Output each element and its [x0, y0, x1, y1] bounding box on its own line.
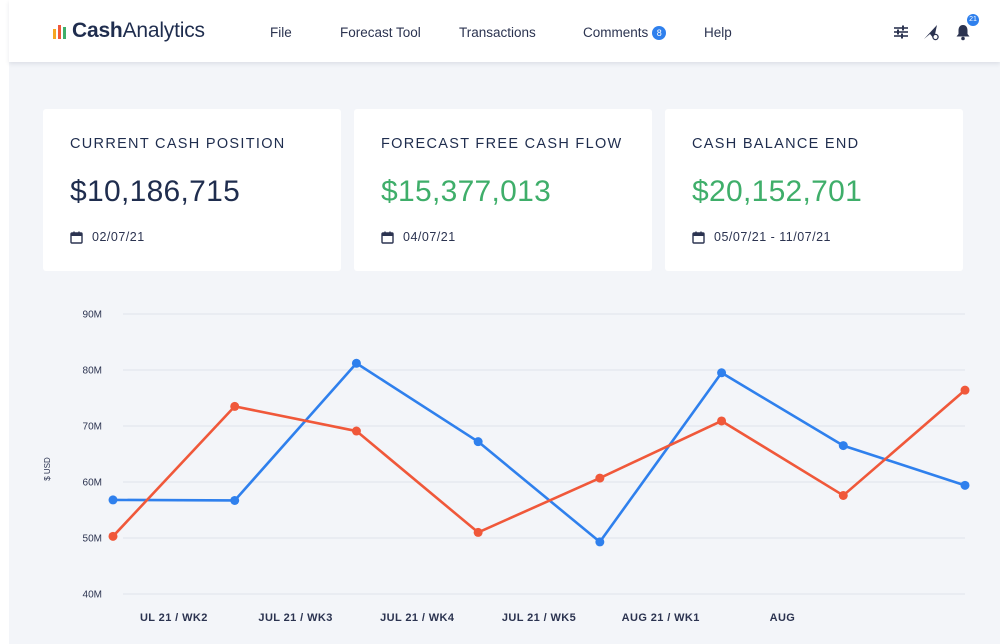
comments-count-badge: 8 [652, 26, 667, 40]
y-tick-label: 90M [83, 310, 102, 321]
window-edge [0, 0, 9, 644]
x-tick-label: JUL 21 / WK4 [380, 612, 455, 624]
kpi-card-title: CURRENT CASH POSITION [70, 136, 286, 152]
kpi-card-date: 02/07/21 [70, 230, 145, 244]
orange-data-point [595, 473, 605, 483]
x-tick-label: JUL 21 / WK3 [258, 612, 332, 624]
blue-series-line [112, 361, 966, 544]
orange-data-point [230, 401, 240, 411]
kpi-card-date-text: 04/07/21 [403, 230, 456, 244]
y-tick-label: 80M [83, 366, 102, 377]
orange-data-point [960, 385, 970, 395]
top-navbar: CashAnalytics File Forecast Tool Transac… [9, 0, 1000, 62]
orange-data-point [351, 426, 361, 436]
orange-series-line [112, 389, 966, 538]
kpi-card-title: CASH BALANCE END [692, 136, 860, 152]
orange-data-point [473, 527, 483, 537]
app-name-bold: Cash [72, 19, 123, 42]
kpi-card-value: $15,377,013 [381, 175, 552, 208]
kpi-card-forecast-free-cash-flow: FORECAST FREE CASH FLOW $15,377,013 04/0… [354, 109, 652, 271]
kpi-card-date: 04/07/21 [381, 230, 456, 244]
notifications-count-badge: 21 [967, 14, 979, 26]
cash-flow-line-chart: 90M 80M 70M 60M 50M 40M $ USD UL 21 / WK2 JUL 21… [43, 310, 970, 624]
blue-data-point [108, 495, 118, 505]
bell-icon[interactable] [953, 22, 973, 42]
calendar-icon [692, 231, 705, 244]
blue-data-point [960, 480, 970, 490]
y-tick-label: 60M [83, 478, 102, 489]
x-tick-label: AUG 21 / WK1 [622, 612, 700, 624]
kpi-card-title: FORECAST FREE CASH FLOW [381, 136, 623, 152]
orange-data-point [717, 416, 727, 426]
y-tick-label: 40M [83, 590, 102, 601]
blue-data-point [595, 537, 605, 547]
send-settings-icon[interactable] [921, 22, 941, 42]
app-logo[interactable]: CashAnalytics [53, 19, 205, 43]
blue-data-point [230, 495, 240, 505]
y-axis-label: $ USD [43, 457, 52, 481]
y-tick-label: 50M [83, 534, 102, 545]
x-tick-label: JUL 21 / WK5 [502, 612, 576, 624]
nav-help[interactable]: Help [704, 25, 732, 40]
blue-data-point [351, 358, 361, 368]
x-tick-label: UL 21 / WK2 [140, 612, 208, 624]
calendar-icon [381, 231, 394, 244]
nav-transactions[interactable]: Transactions [459, 25, 536, 40]
blue-data-point [473, 437, 483, 447]
bar-chart-logo-icon [53, 25, 66, 39]
blue-data-point [838, 441, 848, 451]
nav-file[interactable]: File [270, 25, 292, 40]
sliders-icon[interactable] [891, 22, 911, 42]
nav-forecast-tool[interactable]: Forecast Tool [340, 25, 421, 40]
app-name: CashAnalytics [72, 19, 205, 43]
orange-data-point [838, 490, 848, 500]
blue-data-point [717, 368, 727, 378]
kpi-card-date-text: 02/07/21 [92, 230, 145, 244]
kpi-card-date: 05/07/21 - 11/07/21 [692, 230, 831, 244]
nav-comments[interactable]: Comments 8 [583, 25, 667, 40]
kpi-card-value: $10,186,715 [70, 175, 241, 208]
y-tick-label: 70M [83, 422, 102, 433]
kpi-card-date-text: 05/07/21 - 11/07/21 [714, 230, 831, 244]
kpi-card-current-cash-position: CURRENT CASH POSITION $10,186,715 02/07/… [43, 109, 341, 271]
calendar-icon [70, 231, 83, 244]
x-tick-label: AUG [770, 612, 796, 624]
kpi-card-cash-balance-end: CASH BALANCE END $20,152,701 05/07/21 - … [665, 109, 963, 271]
app-name-regular: Analytics [122, 19, 205, 42]
orange-data-point [108, 531, 118, 541]
nav-comments-label: Comments [583, 25, 649, 40]
kpi-card-value: $20,152,701 [692, 175, 863, 208]
